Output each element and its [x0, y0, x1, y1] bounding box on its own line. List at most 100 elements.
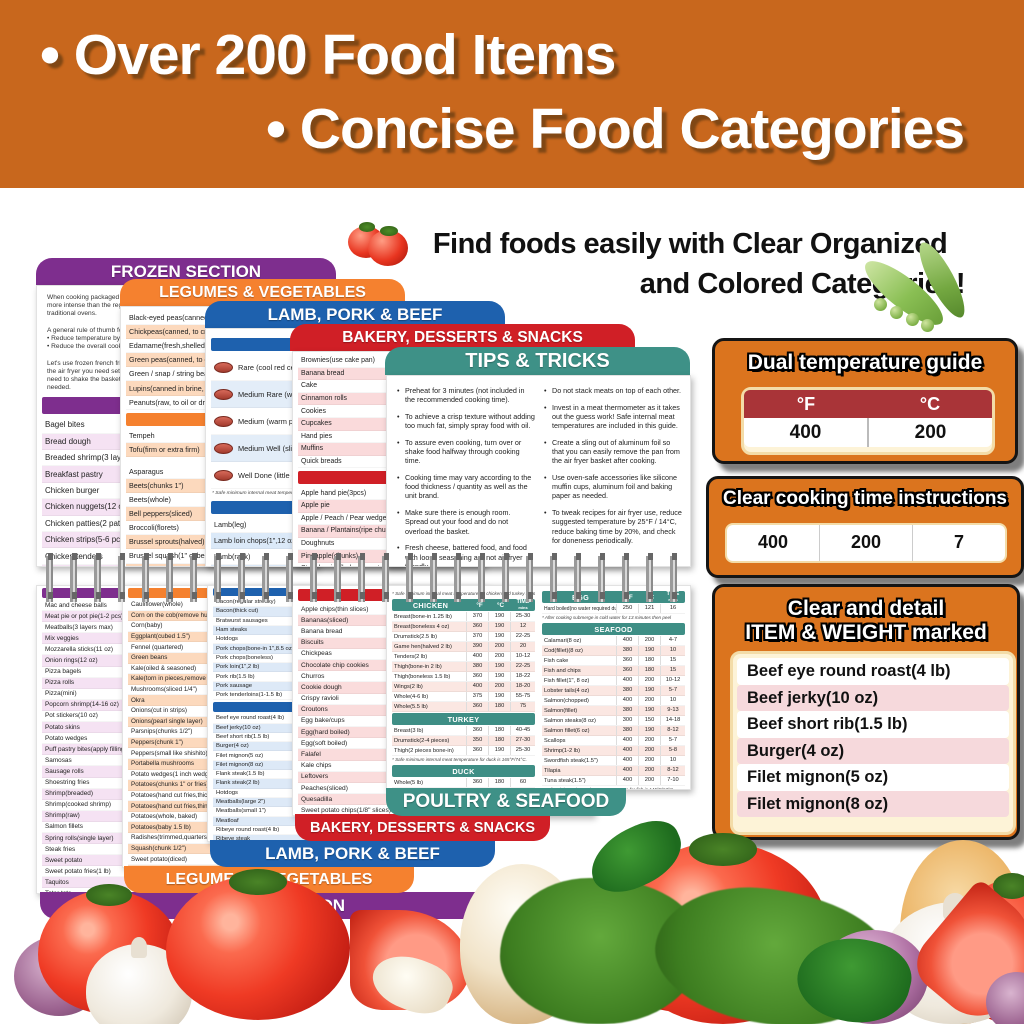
pea-icon	[906, 313, 919, 326]
cook-time-value: 200	[819, 525, 912, 561]
intro-line: • Reduce the overall cook ti	[47, 343, 128, 351]
tomato-photo	[166, 868, 350, 1020]
time-value: 16	[660, 604, 685, 613]
food-name: Thigh(2 pieces bone-in)	[394, 747, 454, 754]
time-value: 25-30	[510, 746, 535, 755]
col-c: °C	[496, 601, 505, 609]
steak-icon	[214, 361, 233, 373]
intro-line: • Reduce temperature by 50	[47, 334, 130, 342]
temp-c: 200	[488, 652, 510, 661]
spiral-holes-top	[40, 553, 690, 560]
table-row: Wings(2 lb) 400 200 18-20	[392, 682, 535, 692]
table-row: Drumstick(2-4 pieces) 350 180 27-30	[392, 736, 535, 746]
table-row: Thigh(2 pieces bone-in) 360 190 25-30	[392, 746, 535, 756]
temp-f: 400	[616, 766, 638, 775]
steak-icon	[214, 442, 233, 454]
table-row: Hard boiled(no water required during coo…	[542, 604, 685, 614]
table-row: Salmon steaks(8 oz) 300 150 14-18	[542, 716, 685, 726]
temp-c: 190	[488, 692, 510, 701]
doneness-label: Rare (cool red center)	[238, 362, 310, 372]
time-value: 9-13	[660, 706, 685, 715]
card-footer-bakery: BAKERY, DESSERTS & SNACKS	[295, 814, 550, 841]
table-row: Tuna steak(1.5") 400 200 7-10	[542, 776, 685, 786]
table-row: Fish cake 360 180 15	[542, 656, 685, 666]
food-name: Salmon fillet(6 oz)	[544, 727, 590, 734]
time-value: 10	[660, 756, 685, 765]
section-duck: DUCK	[452, 766, 475, 776]
temp-f: 390	[466, 642, 488, 651]
temp-c: 200	[488, 682, 510, 691]
food-name: Breast(boneless 4 oz)	[394, 623, 450, 630]
temp-c: 180	[488, 736, 510, 745]
time-value: 10	[660, 696, 685, 705]
food-name: Fish fillet(1", 8 oz)	[544, 677, 590, 684]
food-name: Hard boiled(no water required during coo…	[544, 605, 616, 612]
seafood-header: SEAFOOD	[542, 623, 685, 635]
time-value: 18-20	[510, 682, 535, 691]
doneness-label: Medium Rare (warm re	[238, 389, 314, 399]
temp-f: 400	[616, 756, 638, 765]
intro-line: more intense than the regular o	[47, 302, 139, 310]
cook-time-value: 7	[912, 525, 1005, 561]
table-row: Lobster tails(4 oz) 380 190 5-7	[542, 686, 685, 696]
temp-c: 190	[638, 686, 660, 695]
temp-f: 380	[616, 706, 638, 715]
temp-f: 360	[466, 746, 488, 755]
tip-item: To tweak recipes for air fryer use, redu…	[544, 508, 682, 545]
card-footer-poultry: POULTRY & SEAFOOD	[386, 788, 626, 816]
tip-item: To achieve a crisp texture without addin…	[397, 412, 535, 430]
chicken-table: Breast(bone-in 1.25 lb) 370 190 25-30 Br…	[392, 612, 535, 712]
temp-c: 180	[488, 702, 510, 711]
doneness-label: Medium (warm pink ce	[238, 416, 313, 426]
panel-title-line-2: ITEM & WEIGHT marked	[745, 621, 987, 644]
card-footer-lamb: LAMB, PORK & BEEF	[210, 840, 495, 867]
duck-header: DUCK	[392, 765, 535, 777]
food-name: Breast(bone-in 1.25 lb)	[394, 613, 452, 620]
temp-f: 400	[616, 696, 638, 705]
temp-c: 190	[488, 612, 510, 621]
temp-c: 200	[638, 636, 660, 645]
food-name: Salmon(chopped)	[544, 697, 589, 704]
intro-line: the air fryer you need set the th	[47, 367, 139, 375]
table-row: Drumstick(2.5 lb) 370 190 22-25	[392, 632, 535, 642]
time-value: 40-45	[510, 726, 535, 735]
table-row: Breast(3 lb) 360 180 40-45	[392, 726, 535, 736]
intro-line: When cooking packaged frozen	[47, 294, 140, 301]
time-value: 75	[510, 702, 535, 711]
item-weight-row: Filet mignon(8 oz)	[737, 790, 1009, 817]
card-body-tips: Preheat for 3 minutes (not included in t…	[386, 375, 691, 567]
food-name: Calamari(8 oz)	[544, 637, 582, 644]
table-row: Breast(bone-in 1.25 lb) 370 190 25-30	[392, 612, 535, 622]
time-value: 8-12	[660, 766, 685, 775]
food-name: Drumstick(2.5 lb)	[394, 633, 437, 640]
banner-line-1: • Over 200 Food Items	[40, 23, 616, 87]
tomato-icon	[368, 225, 408, 266]
table-row: Scallops 400 200 5-7	[542, 736, 685, 746]
garlic-photo	[86, 937, 192, 1024]
time-value: 10-12	[660, 676, 685, 685]
tip-item: To assure even cooking, turn over or sha…	[397, 438, 535, 466]
food-name: Thigh(boneless 1.5 lb)	[394, 673, 451, 680]
temp-c: 180	[488, 726, 510, 735]
temp-c: 180	[638, 656, 660, 665]
temp-units-row: °F °C	[744, 390, 992, 418]
intro-line: traditional ovens.	[47, 310, 97, 318]
food-name: Swordfish steak(1.5")	[544, 757, 598, 764]
chicken-header: CHICKEN °F °C TIME mins	[392, 599, 535, 611]
panel-cook-time: Clear cooking time instructions 400 200 7	[706, 476, 1024, 578]
turkey-header: TURKEY	[392, 713, 535, 725]
temp-c: 200	[638, 766, 660, 775]
time-value: 7-10	[660, 776, 685, 785]
food-name: Drumstick(2-4 pieces)	[394, 737, 450, 744]
poultry-left-column: * Safe minimum internal meat temperature…	[392, 590, 535, 789]
temp-c: 190	[488, 622, 510, 631]
doneness-label: Medium Well (slightly p	[238, 443, 314, 453]
item-weight-row: Beef jerky(10 oz)	[737, 684, 1009, 711]
table-row: Whole(5 lb) 360 180 60	[392, 778, 535, 788]
table-row: Whole(4-6 lb) 375 190 55-75	[392, 692, 535, 702]
temp-c: 190	[488, 672, 510, 681]
time-value: 60	[510, 778, 535, 787]
table-row: Tenders(2 lb) 400 200 10-12	[392, 652, 535, 662]
temp-f: 400	[616, 776, 638, 785]
food-name: Lobster tails(4 oz)	[544, 687, 590, 694]
